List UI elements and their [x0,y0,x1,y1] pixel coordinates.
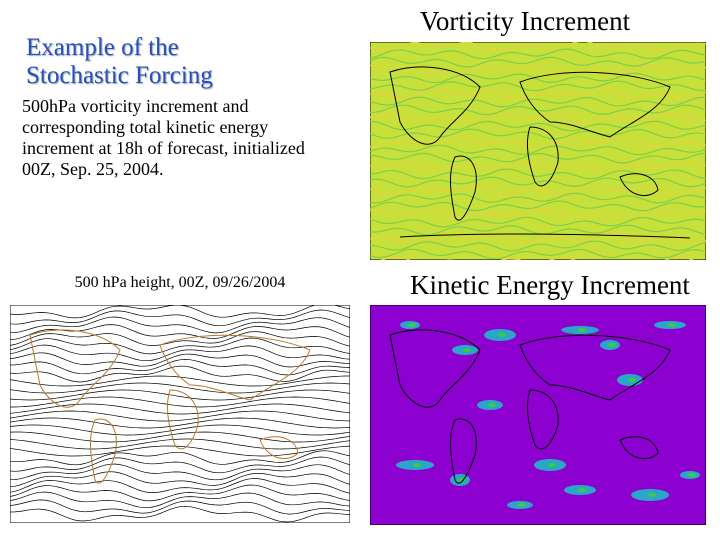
contour [10,324,350,341]
contour [10,438,350,450]
pattern-line [370,192,706,204]
pattern-spot [648,493,656,497]
coastlines [389,329,671,484]
contour [10,505,350,523]
contour [10,417,350,429]
panel-title: Vorticity Increment [419,6,631,36]
pattern-line [370,48,706,60]
pattern-spot [413,463,421,467]
pattern-spot [498,333,506,337]
pattern-spot [488,403,496,407]
pattern-line [370,56,706,68]
pattern-spot [628,378,636,382]
contour [10,396,350,408]
pattern-spot [408,323,416,327]
pattern-spot [688,473,696,477]
contour [10,359,350,376]
contour [10,331,350,347]
contour [10,431,350,443]
contour [10,337,350,355]
pattern-line [370,232,706,244]
pattern-spot [578,328,586,332]
kinetic-energy-map [370,305,706,525]
pattern-line [370,152,706,164]
pattern-line [370,200,706,212]
contour [10,344,350,362]
title-line: Stochastic Forcing [26,62,213,89]
pattern-line [370,240,706,252]
contour [10,456,350,474]
pattern-line [370,80,706,92]
pattern-line [370,104,706,116]
contour [10,309,350,327]
contour [10,382,350,394]
contour [10,316,350,334]
contour [10,471,350,488]
pattern-spot [668,323,676,327]
pattern-spot [463,348,471,352]
pattern-line [370,112,706,124]
slide-title: Example of the Stochastic Forcing [26,34,213,90]
pattern-line [370,160,706,172]
pattern-line [370,128,706,140]
contour [10,499,350,515]
coastlines [389,66,691,239]
pattern-spot [548,463,556,467]
description-line: 500hPa vorticity increment and [22,96,249,116]
contour [10,478,350,494]
panel-title: Kinetic Energy Increment [410,270,690,300]
pattern-line [370,176,706,188]
pattern-spot [578,488,586,492]
pattern-line [370,184,706,196]
vorticity-map [370,42,706,260]
pattern-line [370,224,706,236]
panel-caption: 500 hPa height, 00Z, 09/26/2004 [74,274,286,291]
pattern-spot [518,503,526,507]
contour [10,484,350,502]
pattern-line [370,64,706,76]
contours [10,305,350,523]
pattern-spot [608,343,616,347]
coastlines [29,329,311,484]
pattern-line [370,120,706,132]
pattern-line [370,144,706,156]
description: 500hPa vorticity increment and correspon… [22,96,305,180]
description-line: corresponding total kinetic energy [22,117,269,137]
pattern-line [370,88,706,100]
map-background [370,305,706,525]
contour [10,450,350,466]
pattern-line [370,216,706,228]
contour [10,352,350,368]
contour [10,389,350,401]
map-pattern [370,42,706,260]
contour [10,410,350,422]
pattern-line [370,72,706,84]
contour [10,445,350,457]
height-map [10,305,350,523]
description-line: 00Z, Sep. 25, 2004. [22,159,164,179]
pattern-line [370,42,706,52]
description-line: increment at 18h of forecast, initialize… [22,138,305,158]
pattern-line [370,168,706,180]
contour [10,424,350,436]
pattern-line [370,96,706,108]
pattern-line [370,248,706,260]
title-line: Example of the [26,34,179,61]
contour [10,491,350,509]
contour [10,305,350,319]
contour [10,463,350,481]
pattern-line [370,208,706,220]
contour [10,365,350,383]
contour [10,403,350,415]
